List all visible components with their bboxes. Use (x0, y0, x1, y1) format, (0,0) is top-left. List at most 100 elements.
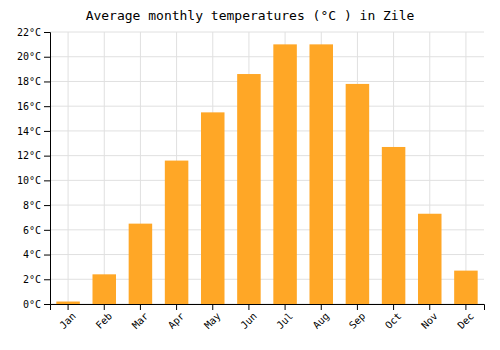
y-tick-mark (44, 230, 50, 231)
x-tick-mark (68, 304, 69, 310)
x-tick-label: Oct (383, 310, 404, 331)
x-tick-label: Mar (130, 310, 151, 331)
bar (273, 44, 297, 304)
y-tick-mark (44, 81, 50, 82)
y-tick-label: 6°C (23, 225, 41, 236)
y-tick: 8°C (23, 200, 50, 211)
y-tick-label: 8°C (23, 200, 41, 211)
y-axis-line (44, 33, 51, 305)
x-tick-mark (176, 304, 177, 310)
y-tick: 10°C (17, 175, 50, 186)
y-tick-mark (44, 255, 50, 256)
y-tick-label: 16°C (17, 101, 41, 112)
y-tick-mark (44, 32, 50, 33)
grid-line (50, 32, 484, 33)
x-tick: Sep (347, 304, 368, 331)
bar (309, 44, 333, 304)
x-tick-label: Jun (238, 310, 259, 331)
x-tick: Dec (455, 304, 476, 331)
bar (56, 302, 80, 304)
y-tick-mark (44, 205, 50, 206)
x-axis-line (51, 305, 485, 311)
grid-line (50, 56, 484, 57)
bar (382, 147, 406, 304)
x-tick-mark (285, 304, 286, 310)
bar (237, 74, 261, 304)
x-tick-label: Jul (274, 310, 295, 331)
bar (165, 161, 189, 304)
y-tick-label: 14°C (17, 126, 41, 137)
y-tick: 2°C (23, 274, 50, 285)
y-tick: 0°C (23, 299, 50, 310)
x-tick-mark (248, 304, 249, 310)
bar (418, 214, 442, 304)
y-axis: 0°C 2°C 4°C 6°C 8°C 10°C 12°C 14°C 16°C 18°C 20°C 2… (17, 27, 51, 310)
y-tick-mark (44, 304, 50, 305)
x-axis: Jan Feb Mar Apr May Jun Jul Aug Sep Oct Nov Dec (51, 304, 485, 331)
y-tick-mark (44, 180, 50, 181)
y-tick-mark (44, 156, 50, 157)
y-tick: 14°C (17, 126, 50, 137)
grid-line (68, 32, 69, 304)
x-tick-label: Nov (419, 310, 440, 331)
x-tick-label: Sep (347, 310, 368, 331)
x-tick-label: Feb (94, 310, 115, 331)
y-tick: 12°C (17, 150, 50, 161)
y-tick-mark (44, 106, 50, 107)
y-tick-mark (44, 279, 50, 280)
x-tick-mark (465, 304, 466, 310)
y-tick-label: 4°C (23, 249, 41, 260)
x-tick-mark (393, 304, 394, 310)
y-tick-label: 20°C (17, 51, 41, 62)
x-tick: Apr (166, 304, 187, 331)
bar (129, 224, 153, 304)
grid-line (50, 106, 484, 107)
x-tick: Nov (419, 304, 440, 331)
grid-line (465, 32, 466, 304)
y-tick: 20°C (17, 51, 50, 62)
x-tick-label: May (202, 310, 223, 331)
y-tick-label: 12°C (17, 150, 41, 161)
x-tick-mark (321, 304, 322, 310)
y-tick: 16°C (17, 101, 50, 112)
y-tick-mark (44, 57, 50, 58)
bar (92, 274, 116, 304)
x-tick: Feb (94, 304, 115, 331)
bar (346, 84, 370, 304)
grid-line (50, 155, 484, 156)
chart-container: Average monthly temperatures (°C ) in Zi… (0, 0, 500, 350)
x-tick-label: Dec (455, 310, 476, 331)
grid-line (50, 180, 484, 181)
grid-line (50, 205, 484, 206)
y-tick-label: 18°C (17, 76, 41, 87)
chart-title: Average monthly temperatures (°C ) in Zi… (86, 8, 415, 23)
x-tick: Mar (130, 304, 151, 331)
x-tick: Jun (238, 304, 259, 331)
x-tick-label: Aug (311, 310, 332, 331)
x-tick-mark (212, 304, 213, 310)
y-tick-label: 2°C (23, 274, 41, 285)
y-tick-label: 22°C (17, 27, 41, 38)
plot-area: 0°C 2°C 4°C 6°C 8°C 10°C 12°C 14°C 16°C 18°C 20°C 2… (17, 27, 485, 331)
y-tick: 18°C (17, 76, 50, 87)
grid (50, 32, 484, 304)
bars (56, 44, 477, 304)
x-tick-mark (140, 304, 141, 310)
y-tick: 22°C (17, 27, 50, 38)
bar (201, 112, 225, 304)
x-tick: Aug (311, 304, 332, 331)
grid-line (50, 130, 484, 131)
x-tick: Jan (57, 304, 78, 331)
x-tick-mark (357, 304, 358, 310)
x-tick-mark (104, 304, 105, 310)
y-tick-mark (44, 131, 50, 132)
x-tick: Oct (383, 304, 404, 331)
y-tick-label: 0°C (23, 299, 41, 310)
y-tick: 4°C (23, 249, 50, 260)
x-tick-label: Jan (57, 310, 78, 331)
x-tick: Jul (274, 304, 295, 331)
x-tick-label: Apr (166, 310, 187, 331)
y-tick-label: 10°C (17, 175, 41, 186)
grid-line (50, 81, 484, 82)
grid-line (104, 32, 105, 304)
